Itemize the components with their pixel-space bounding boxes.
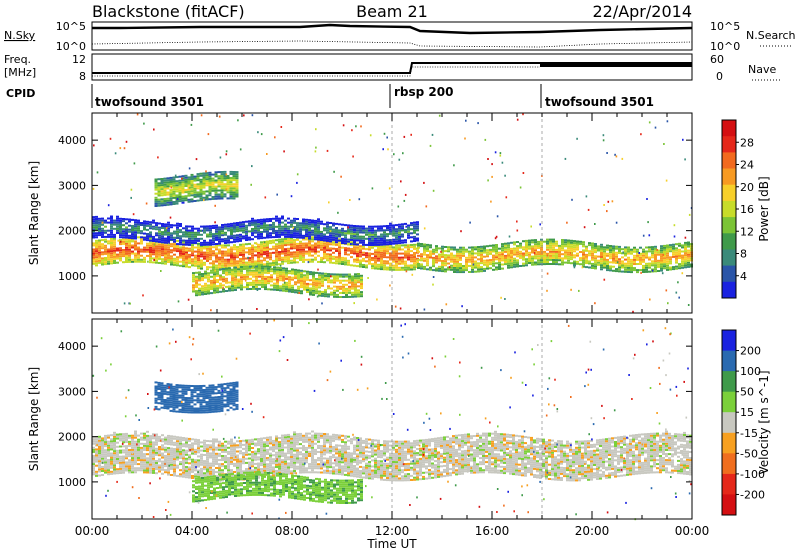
power-colorbar-tick-label: 24 — [740, 159, 754, 172]
noise-right-tick-low: 10^0 — [710, 40, 740, 53]
power-colorbar-tick-label: 16 — [740, 203, 754, 216]
time-tick-label: 00:00 — [675, 524, 710, 538]
velocity-colorbar-tick-label: 200 — [740, 345, 761, 358]
power-colorbar-swatch — [722, 217, 736, 234]
velocity-ytick-label: 4000 — [58, 340, 86, 353]
power-colorbar-tick-label: 20 — [740, 181, 754, 194]
velocity-colorbar-label: Velocity [m s^-1] — [757, 370, 771, 474]
freq-tick-low: 8 — [79, 70, 86, 83]
cpid-segment-1: twofsound 3501 — [95, 95, 204, 109]
power-colorbar-tick-label: 28 — [740, 136, 754, 149]
velocity-ylabel: Slant Range [km] — [27, 367, 41, 471]
freq-panel: Freq. [MHz] 12 8 Nave 60 0 — [4, 53, 780, 83]
cpid-row: CPID twofsound 3501 rbsp 200 twofsound 3… — [6, 84, 654, 109]
power-ytick-label: 3000 — [58, 179, 86, 192]
freq-unit: [MHz] — [4, 66, 36, 79]
velocity-colorbar-swatch — [722, 453, 736, 474]
power-ytick-label: 1000 — [58, 270, 86, 283]
time-tick-label: 04:00 — [175, 524, 210, 538]
nave-trace-block — [540, 62, 692, 67]
velocity-colorbar-tick-label: 50 — [740, 386, 754, 399]
power-colorbar-swatch — [722, 169, 736, 186]
power-colorbar-swatch — [722, 282, 736, 299]
velocity-colorbar-swatch — [722, 433, 736, 454]
power-colorbar-label: Power [dB] — [757, 176, 771, 241]
power-ytick-label: 4000 — [58, 134, 86, 147]
power-panel: 1000 2000 3000 4000 Slant Range [km] — [27, 113, 693, 313]
power-colorbar-swatch — [722, 120, 736, 137]
time-tick-label: 08:00 — [275, 524, 310, 538]
velocity-colorbar-swatch — [722, 474, 736, 495]
power-colorbar-swatch — [722, 233, 736, 250]
noise-left-tick-low: 10^0 — [56, 40, 86, 53]
cpid-segment-2: rbsp 200 — [394, 85, 453, 99]
noise-right-label: N.Search — [746, 29, 796, 42]
velocity-colorbar-swatch — [722, 392, 736, 413]
freq-label: Freq. — [4, 53, 31, 66]
nave-tick-low: 0 — [716, 70, 723, 83]
sky-noise-trace — [92, 25, 692, 33]
power-colorbar-swatch — [722, 185, 736, 202]
velocity-panel: 1000 2000 3000 4000 Slant Range [km] — [27, 319, 692, 520]
search-noise-trace — [92, 41, 692, 47]
time-tick-label: 16:00 — [475, 524, 510, 538]
power-colorbar-tick-label: 4 — [740, 270, 747, 283]
cpid-segment-3: twofsound 3501 — [545, 95, 654, 109]
velocity-ytick-label: 1000 — [58, 476, 86, 489]
noise-left-tick-high: 10^5 — [56, 20, 86, 33]
velocity-colorbar-swatch — [722, 351, 736, 372]
velocity-ytick-label: 3000 — [58, 385, 86, 398]
time-tick-label: 20:00 — [575, 524, 610, 538]
velocity-colorbar-tick-label: -200 — [740, 488, 765, 501]
velocity-colorbar-swatch — [722, 371, 736, 392]
power-colorbar-swatch — [722, 152, 736, 169]
time-axis-ticks: 00:00 04:00 08:00 12:00 16:00 20:00 00:00 — [75, 524, 710, 538]
time-axis-label: Time UT — [366, 537, 417, 551]
velocity-colorbar-tick-label: -50 — [740, 447, 758, 460]
power-colorbar: 4 8 12 16 20 24 28 Power [dB] — [722, 120, 771, 299]
power-ytick-label: 2000 — [58, 225, 86, 238]
cpid-label: CPID — [6, 87, 35, 100]
nave-label: Nave — [748, 63, 776, 76]
date-label: 22/Apr/2014 — [592, 2, 692, 21]
station-title: Blackstone (fitACF) — [92, 2, 245, 21]
velocity-colorbar-tick-label: 15 — [740, 406, 754, 419]
power-colorbar-tick-label: 12 — [740, 225, 754, 238]
power-ylabel: Slant Range [km] — [27, 161, 41, 265]
time-tick-label: 00:00 — [75, 524, 110, 538]
time-tick-label: 12:00 — [375, 524, 410, 538]
noise-panel: N.Sky 10^5 10^0 N.Search 10^5 10^0 — [4, 20, 796, 53]
velocity-colorbar-tick-label: -15 — [740, 427, 758, 440]
noise-right-tick-high: 10^5 — [710, 20, 740, 33]
velocity-colorbar-swatch — [722, 330, 736, 351]
power-colorbar-swatch — [722, 266, 736, 283]
velocity-ytick-label: 2000 — [58, 431, 86, 444]
power-colorbar-swatch — [722, 136, 736, 153]
beam-label: Beam 21 — [356, 2, 428, 21]
nave-trace — [92, 67, 540, 76]
power-colorbar-swatch — [722, 250, 736, 267]
power-colorbar-tick-label: 8 — [740, 248, 747, 261]
noise-left-label: N.Sky — [4, 29, 36, 42]
nave-tick-high: 60 — [710, 53, 724, 66]
freq-tick-high: 12 — [72, 53, 86, 66]
velocity-colorbar-swatch — [722, 494, 736, 515]
velocity-colorbar-swatch — [722, 412, 736, 433]
power-colorbar-swatch — [722, 201, 736, 218]
